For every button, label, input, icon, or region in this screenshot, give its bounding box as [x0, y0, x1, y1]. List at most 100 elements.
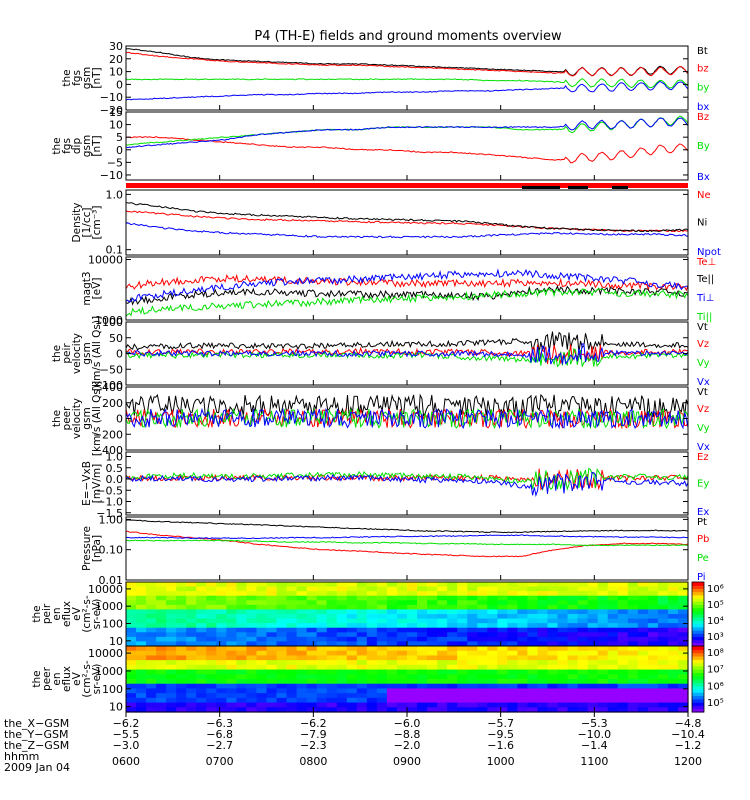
spectrogram-cell	[597, 683, 609, 690]
spectrogram-cell	[567, 646, 579, 652]
spectrogram-cell	[497, 650, 508, 657]
spectrogram-cell	[667, 702, 679, 708]
spectrogram-cell	[497, 636, 508, 643]
spectrogram-cell	[366, 595, 378, 601]
y-axis-label-line: Density	[71, 203, 83, 243]
spectrogram-cell	[206, 688, 217, 694]
spectrogram-cell	[407, 650, 418, 657]
spectrogram-cell	[176, 702, 187, 708]
spectrogram-cell	[296, 674, 308, 680]
spectrogram-cell	[166, 664, 177, 671]
spectrogram-cell	[677, 627, 689, 633]
spectrogram-cell	[196, 609, 207, 615]
colorbar-tick-label: 10⁴	[707, 616, 724, 627]
spectrogram-cell	[326, 609, 338, 615]
spectrogram-cell	[276, 669, 288, 675]
spectrogram-cell	[547, 582, 559, 588]
spectrogram-cell	[517, 674, 529, 680]
spectrogram-cell	[527, 702, 539, 708]
spectrogram-cell	[276, 693, 288, 699]
spectrogram-cell	[286, 646, 298, 652]
spectrogram-cell	[427, 697, 438, 704]
spectrogram-cell	[126, 683, 137, 690]
spectrogram-cell	[617, 618, 629, 624]
spectrogram-cell	[306, 586, 318, 592]
spectrogram-cell	[417, 693, 428, 699]
spectrogram-cell	[166, 641, 177, 647]
spectrogram-cell	[256, 591, 268, 597]
spectrogram-cell	[527, 650, 539, 657]
y-tick-label: −100	[93, 379, 123, 392]
spectrogram-cell	[376, 600, 388, 606]
spectrogram-cell	[376, 609, 388, 615]
spectrogram-cell	[126, 636, 137, 643]
spectrogram-cell	[657, 582, 669, 588]
spectrogram-cell	[306, 646, 318, 652]
spectrogram-cell	[386, 591, 398, 597]
spectrogram-cell	[366, 660, 378, 666]
spectrogram-cell	[246, 669, 258, 675]
spectrogram-cell	[376, 688, 388, 694]
spectrogram-cell	[216, 609, 227, 615]
y-tick-label: 0.01	[99, 574, 124, 587]
spectrogram-cell	[326, 627, 338, 633]
spectrogram-cell	[547, 693, 559, 699]
spectrogram-cell	[447, 674, 458, 680]
spectrogram-cell	[316, 618, 328, 624]
spectrogram-cell	[266, 618, 278, 624]
y-axis-label-line: gsm	[81, 135, 93, 157]
legend-label: Vx	[697, 442, 710, 453]
spectrogram-cell	[206, 641, 217, 647]
spectrogram-cell	[216, 688, 227, 694]
spectrogram-cell	[316, 636, 328, 643]
y-tick-label: −10	[100, 169, 123, 182]
spectrogram-cell	[326, 595, 338, 601]
spectrogram-cell	[176, 697, 187, 704]
spectrogram-cell	[567, 702, 579, 708]
spectrogram-cell	[306, 679, 318, 685]
spectrogram-cell	[517, 664, 529, 671]
spectrogram-cell	[306, 600, 318, 606]
spectrogram-cell	[637, 591, 649, 597]
spectrogram-cell	[497, 655, 508, 661]
y-tick-label: 1.0	[106, 188, 124, 201]
spectrogram-cell	[156, 679, 167, 685]
spectrogram-cell	[376, 623, 388, 629]
spectrogram-cell	[487, 623, 498, 629]
spectrogram-cell	[196, 697, 207, 704]
spectrogram-cell	[146, 650, 157, 657]
spectrogram-cell	[667, 688, 679, 694]
spectrogram-cell	[356, 614, 368, 620]
spectrogram-cell	[376, 679, 388, 685]
spectrogram-cell	[346, 595, 358, 601]
spectrogram-cell	[336, 582, 348, 588]
spectrogram-cell	[497, 683, 508, 690]
spectrogram-cell	[356, 669, 368, 675]
colorbar-step	[692, 698, 704, 703]
spectrogram-cell	[276, 660, 288, 666]
spectrogram-cell	[427, 636, 438, 643]
spectrogram-cell	[146, 660, 157, 666]
spectrogram-cell	[146, 707, 157, 713]
spectrogram-cell	[196, 600, 207, 606]
spectrogram-cell	[276, 623, 288, 629]
spectrogram-cell	[487, 669, 498, 675]
legend-label: Npot	[697, 247, 721, 258]
spectrogram-cell	[296, 591, 308, 597]
spectrogram-cell	[517, 660, 529, 666]
spectrogram-cell	[316, 655, 328, 661]
series-line-blue	[125, 268, 689, 303]
spectrogram-cell	[507, 664, 518, 671]
spectrogram-cell	[627, 632, 639, 638]
spectrogram-cell	[617, 674, 629, 680]
y-tick-label: 0.10	[99, 544, 124, 557]
spectrogram-cell	[527, 693, 539, 699]
spectrogram-cell	[216, 655, 227, 661]
spectrogram-cell	[637, 674, 649, 680]
spectrogram-cell	[507, 650, 518, 657]
spectrogram-cell	[156, 627, 167, 633]
spectrogram-cell	[176, 674, 187, 680]
spectrogram-cell	[627, 618, 639, 624]
